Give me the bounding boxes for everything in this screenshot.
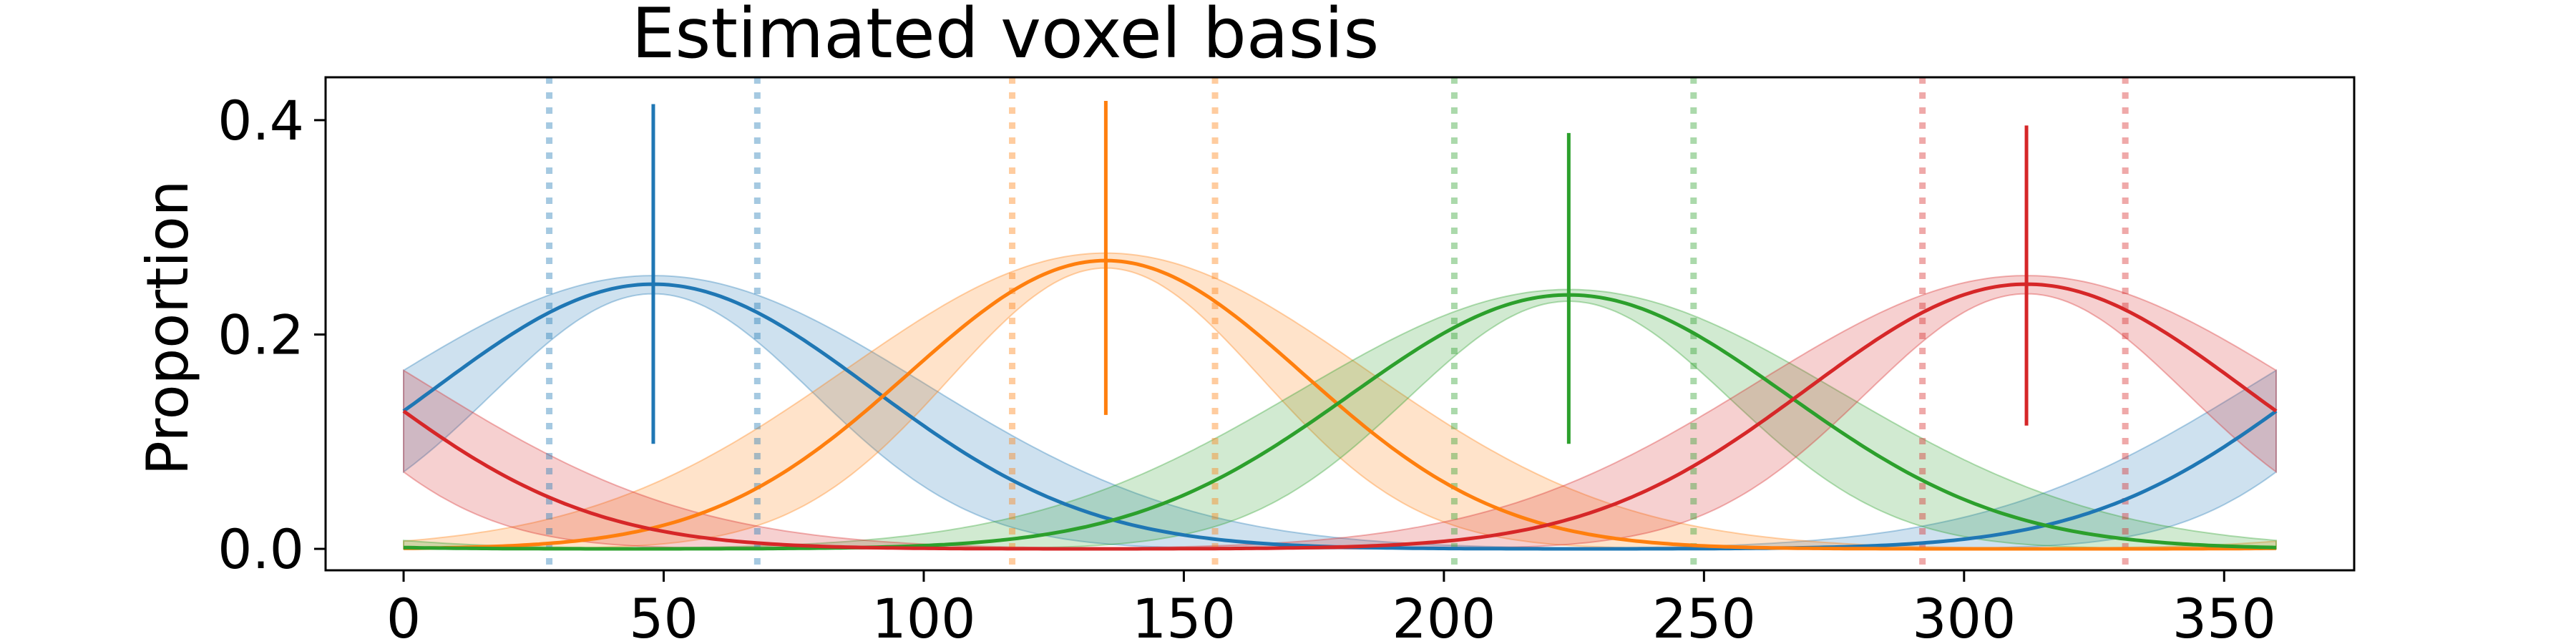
- x-tick-label-200: 200: [1392, 587, 1496, 644]
- x-tick-label-100: 100: [872, 587, 975, 644]
- plot-area: 0 50 100 150 200 250 300 350 0.0 0.2 0.4: [218, 76, 2356, 644]
- x-tick-label-300: 300: [1912, 587, 2016, 644]
- x-tick-label-150: 150: [1132, 587, 1236, 644]
- x-tick-label-50: 50: [629, 587, 698, 644]
- x-tick-label-350: 350: [2172, 587, 2276, 644]
- series-2-curve: [403, 258, 2277, 551]
- series-1-confidence-band: [403, 275, 2277, 550]
- y-axis-label: Proportion: [135, 180, 201, 476]
- chart-title: Estimated voxel basis: [632, 0, 1380, 74]
- y-tick-label-1: 0.2: [218, 303, 304, 366]
- y-tick-label-2: 0.4: [218, 89, 304, 152]
- plot-frame: [324, 76, 2356, 572]
- x-tick-label-250: 250: [1652, 587, 1756, 644]
- series-3-curve: [403, 293, 2277, 551]
- x-tick-label-0: 0: [386, 587, 421, 644]
- series-4-curve: [402, 282, 2278, 551]
- y-tick-label-0: 0.0: [218, 517, 304, 581]
